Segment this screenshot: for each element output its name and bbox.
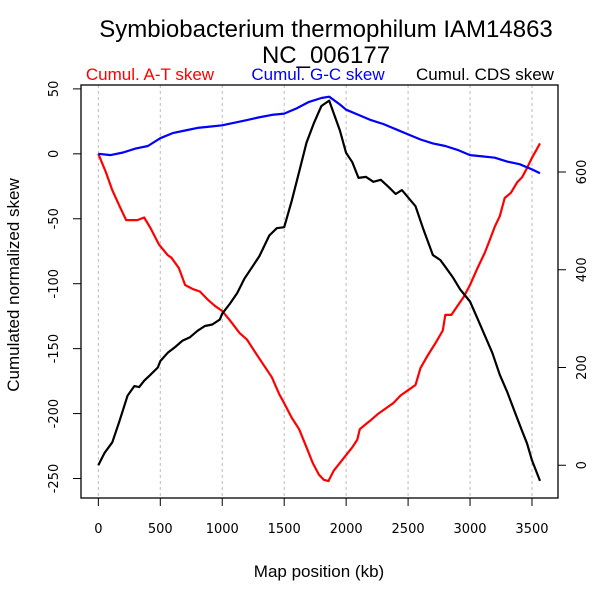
x-tick-label: 2000 bbox=[330, 522, 363, 537]
y2-tick-label: 400 bbox=[575, 257, 590, 282]
y-axis-title: Cumulated normalized skew bbox=[4, 178, 23, 392]
y-axis-right: 0 200 400 600 bbox=[558, 160, 590, 469]
series-line-cumul-a-t-skew bbox=[97, 142, 541, 483]
chart-subtitle: NC_006177 bbox=[262, 42, 390, 69]
y-tick-label: -250 bbox=[47, 464, 62, 494]
x-tick-label: 500 bbox=[148, 522, 173, 537]
x-tick-label: 1500 bbox=[268, 522, 301, 537]
y2-tick-label: 0 bbox=[575, 461, 590, 469]
x-tick-label: 3500 bbox=[515, 522, 548, 537]
chart-title: Symbiobacterium thermophilum IAM14863 bbox=[99, 16, 553, 43]
legend-cds-skew: Cumul. CDS skew bbox=[416, 65, 555, 84]
series-line-cumul-cds-skew bbox=[97, 99, 542, 482]
y2-tick-label: 600 bbox=[575, 160, 590, 185]
x-tick-label: 1000 bbox=[206, 522, 239, 537]
x-axis-title: Map position (kb) bbox=[254, 562, 384, 581]
x-tick-label: 2500 bbox=[392, 522, 425, 537]
y-tick-label: 0 bbox=[47, 150, 62, 158]
y-axis-left: 50 0 -50 -100 -150 -200 -250 bbox=[47, 81, 81, 494]
y-tick-label: -150 bbox=[47, 334, 62, 364]
x-tick-label: 3000 bbox=[453, 522, 486, 537]
legend-gc-skew: Cumul. G-C skew bbox=[251, 65, 385, 84]
x-axis: 0 500 1000 1500 2000 2500 3000 3500 bbox=[94, 498, 549, 537]
series-line-cumul-g-c-skew bbox=[98, 95, 541, 175]
series-layer bbox=[97, 95, 542, 483]
y2-tick-label: 200 bbox=[575, 355, 590, 380]
plot-border bbox=[80, 84, 559, 499]
y-tick-label: 50 bbox=[47, 81, 62, 98]
legend-at-skew: Cumul. A-T skew bbox=[86, 65, 215, 84]
x-tick-label: 0 bbox=[94, 522, 102, 537]
y-tick-label: -100 bbox=[47, 269, 62, 299]
y-tick-label: -200 bbox=[47, 399, 62, 429]
y-tick-label: -50 bbox=[47, 208, 62, 229]
